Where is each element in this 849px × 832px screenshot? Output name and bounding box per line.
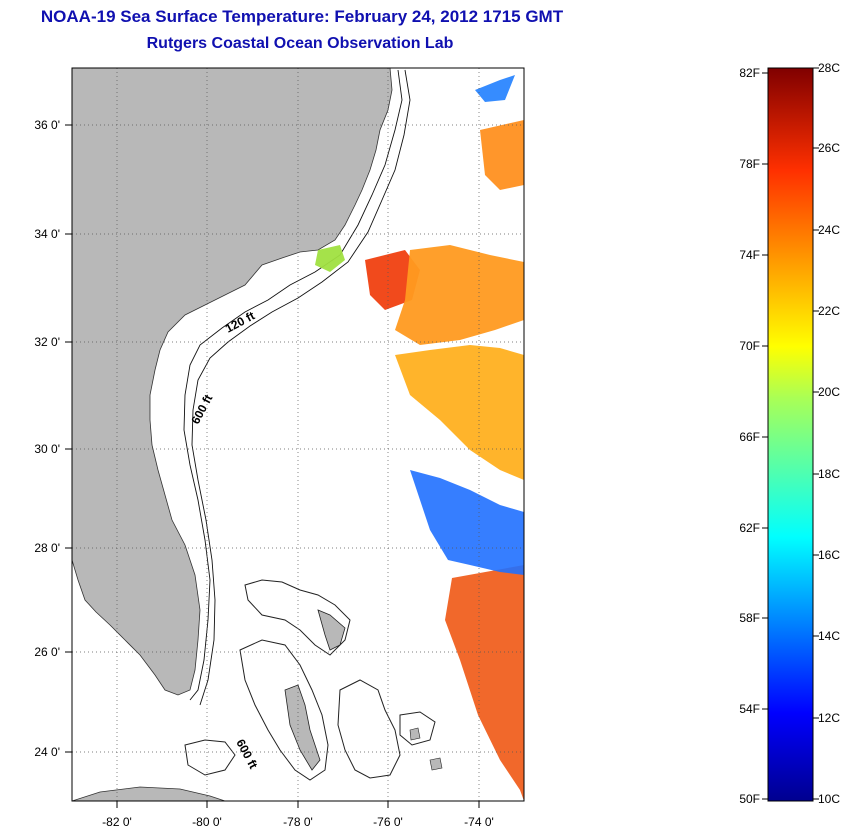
bahamas-bank-4 (184, 739, 236, 776)
colorbar-fahrenheit-axis: 82F 78F 74F 70F 66F 62F 58F 54F 50F (739, 66, 768, 806)
colorbar-c-label: 12C (818, 711, 840, 725)
land-east-coast (72, 68, 393, 696)
colorbar-celsius-axis: 28C 26C 24C 22C 20C 18C 16C 14C 12C 10C (813, 61, 840, 806)
colorbar-c-label: 18C (818, 467, 840, 481)
bahamas-bank-3 (337, 679, 401, 779)
lat-tick-label: 34 0' (34, 227, 60, 241)
sst-data-layer (315, 75, 524, 801)
bahamas-bank-5 (399, 711, 436, 746)
lon-tick-label: -74 0' (464, 815, 494, 829)
colorbar-f-label: 62F (739, 521, 760, 535)
colorbar-f-label: 82F (739, 66, 760, 80)
sst-patch-mid-2 (395, 245, 524, 345)
bahamas-bank-1 (244, 579, 351, 656)
lon-tick-label: -80 0' (192, 815, 222, 829)
land-cuba (72, 786, 226, 801)
lat-tick-label: 26 0' (34, 645, 60, 659)
lon-tick-label: -78 0' (283, 815, 313, 829)
sst-patch-coast (315, 245, 345, 272)
bahamas-island-2 (284, 684, 321, 771)
lat-tick-label: 30 0' (34, 442, 60, 456)
lon-tick-label: -82 0' (102, 815, 132, 829)
bahamas-bank-2 (239, 639, 329, 781)
isobath-120ft (183, 69, 403, 701)
map-subtitle: Rutgers Coastal Ocean Observation Lab (146, 35, 454, 52)
lat-tick-label: 24 0' (34, 745, 60, 759)
colorbar-c-label: 26C (818, 141, 840, 155)
lat-tick-label: 28 0' (34, 541, 60, 555)
sst-patch-north-blue (475, 75, 515, 102)
colorbar-f-label: 78F (739, 157, 760, 171)
colorbar-c-label: 20C (818, 385, 840, 399)
bahamas-island-1 (317, 609, 346, 651)
contour-label-600ft-north: 600 ft (188, 392, 215, 426)
lon-tick-label: -76 0' (373, 815, 403, 829)
colorbar-c-label: 22C (818, 304, 840, 318)
sst-patch-north (480, 120, 524, 190)
sst-patch-cool-south (410, 470, 524, 575)
colorbar-f-label: 50F (739, 792, 760, 806)
colorbar-f-label: 74F (739, 248, 760, 262)
sst-patch-warm-south (445, 565, 524, 801)
colorbar-f-label: 66F (739, 430, 760, 444)
lat-tick-label: 36 0' (34, 118, 60, 132)
contour-label-120ft: 120 ft (223, 309, 257, 336)
lat-tick-label: 32 0' (34, 335, 60, 349)
island-small-2 (429, 757, 443, 771)
colorbar-f-label: 70F (739, 339, 760, 353)
contour-label-600ft-south: 600 ft (233, 737, 260, 771)
colorbar-c-label: 28C (818, 61, 840, 75)
longitude-axis: -82 0' -80 0' -78 0' -76 0' -74 0' (102, 801, 494, 829)
colorbar-c-label: 24C (818, 223, 840, 237)
colorbar-f-label: 58F (739, 611, 760, 625)
sst-patch-mid-1 (395, 345, 524, 480)
latitude-axis: 36 0' 34 0' 32 0' 30 0' 28 0' 26 0' 24 0' (34, 118, 72, 759)
colorbar-scale (767, 67, 814, 802)
colorbar-c-label: 16C (818, 548, 840, 562)
island-small-1 (409, 727, 421, 741)
map-title: NOAA-19 Sea Surface Temperature: Februar… (40, 7, 564, 26)
colorbar-f-label: 54F (739, 702, 760, 716)
colorbar-c-label: 10C (818, 792, 840, 806)
graticule (72, 68, 524, 801)
colorbar-c-label: 14C (818, 629, 840, 643)
